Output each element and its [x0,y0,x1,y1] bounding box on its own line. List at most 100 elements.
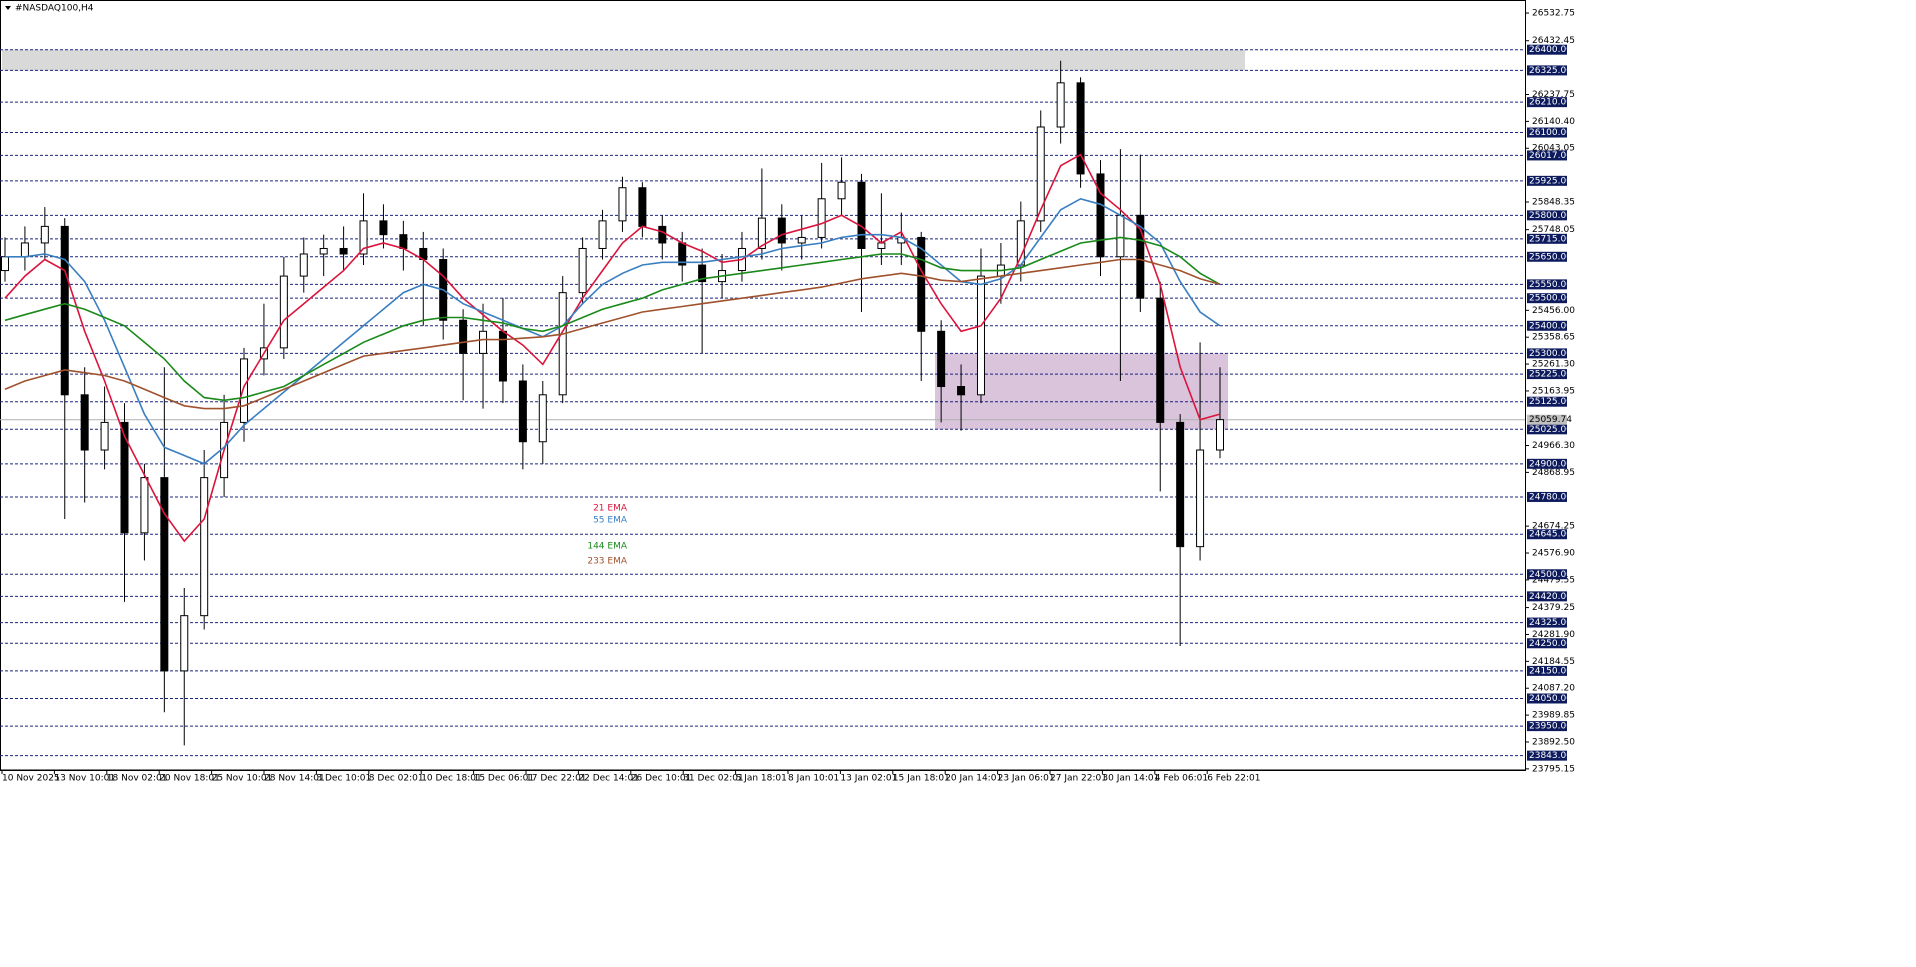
candle-body [976,275,985,396]
y-tick-label: 25261.30 [1532,360,1575,370]
x-tick-label: 13 Jan 02:01 [840,774,897,784]
level-label: 24325.00 [1529,618,1572,628]
x-tick-label: 26 Dec 10:01 [631,774,692,784]
x-tick-label: 15 Jan 18:01 [893,774,950,784]
y-tick-label: 25358.65 [1532,333,1575,343]
level-label-box [1527,424,1567,435]
y-tick-label: 26140.40 [1532,117,1575,127]
y-tick-label: 24868.95 [1532,468,1575,478]
ema-line [4,258,1221,410]
candle-body [777,217,786,244]
x-tick-label: 28 Nov 14:01 [264,774,325,784]
level-label: 25650.00 [1529,252,1572,262]
level-label-box [1527,529,1567,540]
level-label-box [1527,320,1567,331]
candle-body [1216,419,1224,451]
candle-body [538,394,547,443]
y-tick-label: 26237.75 [1532,90,1575,100]
candle-body [797,236,806,244]
candle-body [857,181,866,249]
level-label: 24780.00 [1529,492,1572,502]
ema-label: 144 EMA [587,542,627,552]
level-label: 24645.00 [1529,530,1572,540]
level-label-box [1527,491,1567,502]
level-label-box [1527,97,1567,108]
level-label: 24500.00 [1529,570,1572,580]
level-label: 24150.00 [1529,666,1572,676]
candle-body [20,242,29,258]
current-price-label: 25059.74 [1529,415,1572,425]
level-label: 24900.00 [1529,459,1572,469]
level-label: 24050.00 [1529,694,1572,704]
level-label-box [1527,638,1567,649]
candle-body [1036,126,1045,222]
candle-body [1196,449,1205,548]
plot-frame [0,0,1526,771]
y-tick-label: 24674.25 [1532,522,1575,532]
level-label: 26400.00 [1529,45,1572,55]
menu-triangle[interactable] [5,6,11,10]
candle-body [359,220,368,255]
x-tick-label: 30 Jan 14:01 [1102,774,1159,784]
level-label-box [1527,750,1567,761]
y-tick-label: 25848.35 [1532,197,1575,207]
ema-line [4,236,1221,402]
ema-line [4,153,1221,543]
level-label-box [1527,150,1567,161]
candle-body [1116,214,1125,258]
candle-body [399,234,408,249]
y-tick-label: 26043.05 [1532,144,1575,154]
candle-body [558,292,567,396]
ema-label: 21 EMA [593,504,628,514]
x-tick-label: 25 Nov 10:01 [212,774,273,784]
y-tick-label: 24576.90 [1532,549,1575,559]
x-tick-label: 23 Jan 06:01 [998,774,1055,784]
level-label-box [1527,458,1567,469]
candle-body [578,247,587,294]
candle-body [100,421,109,451]
level-label-box [1527,279,1567,290]
candle-body [319,247,328,255]
level-label: 25125.00 [1529,397,1572,407]
level-label-box [1527,569,1567,580]
level-label-box [1527,721,1567,732]
x-tick-label: 3 Dec 10:01 [316,774,371,784]
y-tick-label: 23892.50 [1532,737,1575,747]
candle-body [240,358,249,423]
candle-body [698,264,707,283]
y-tick-label: 26432.45 [1532,36,1575,46]
candle-body [1156,297,1165,423]
level-label: 25400.00 [1529,321,1572,331]
candle-body [957,386,966,396]
y-tick-label: 24184.55 [1532,657,1575,667]
x-tick-label: 17 Dec 22:01 [526,774,587,784]
candle-body [917,236,926,332]
candle-body [618,187,627,222]
x-tick-label: 20 Jan 14:01 [945,774,1002,784]
x-tick-label: 13 Nov 10:01 [54,774,115,784]
level-label-box [1527,369,1567,380]
level-label-box [1527,396,1567,407]
ema-label: 233 EMA [587,557,627,567]
candle-body [339,247,348,255]
y-tick-label: 24087.20 [1532,684,1575,694]
candle-body [379,220,388,236]
zone [2,49,1245,71]
level-label-box [1527,591,1567,602]
level-label-box [1527,44,1567,55]
candle-body [279,275,288,349]
level-label: 25300.00 [1529,349,1572,359]
candle-body [757,217,766,249]
level-label-box [1527,65,1567,76]
candle-body [817,198,826,238]
candle-body [1056,82,1065,128]
level-label-box [1527,293,1567,304]
candle-body [1076,82,1085,175]
candle-body [40,225,49,244]
level-label-box [1527,175,1567,186]
x-tick-label: 10 Dec 18:01 [421,774,482,784]
candle-body [80,394,89,451]
level-label-box [1527,617,1567,628]
y-tick-label: 23795.15 [1532,764,1575,774]
candle-body [837,181,846,200]
